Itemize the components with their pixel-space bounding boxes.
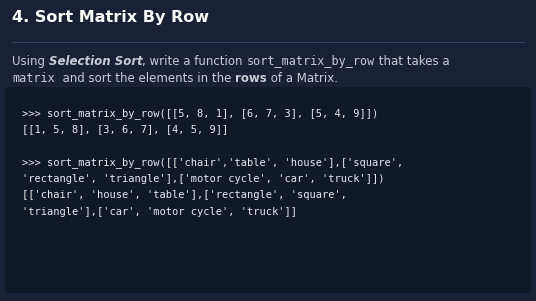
FancyBboxPatch shape xyxy=(5,87,531,293)
Text: that takes a: that takes a xyxy=(375,55,450,68)
Text: rows: rows xyxy=(235,72,266,85)
Text: >>> sort_matrix_by_row([['chair','table', 'house'],['square',: >>> sort_matrix_by_row([['chair','table'… xyxy=(22,157,403,168)
Text: 'rectangle', 'triangle'],['motor cycle', 'car', 'truck']]): 'rectangle', 'triangle'],['motor cycle',… xyxy=(22,174,384,184)
Text: >>> sort_matrix_by_row([[5, 8, 1], [6, 7, 3], [5, 4, 9]]): >>> sort_matrix_by_row([[5, 8, 1], [6, 7… xyxy=(22,108,378,119)
Text: matrix: matrix xyxy=(12,72,55,85)
Text: and sort the elements in the: and sort the elements in the xyxy=(55,72,235,85)
Text: , write a function: , write a function xyxy=(143,55,247,68)
Text: of a Matrix.: of a Matrix. xyxy=(266,72,338,85)
Text: 'triangle'],['car', 'motor cycle', 'truck']]: 'triangle'],['car', 'motor cycle', 'truc… xyxy=(22,207,297,217)
Text: Using: Using xyxy=(12,55,49,68)
Text: Selection Sort: Selection Sort xyxy=(49,55,143,68)
Text: [['chair', 'house', 'table'],['rectangle', 'square',: [['chair', 'house', 'table'],['rectangle… xyxy=(22,191,347,200)
Text: sort_matrix_by_row: sort_matrix_by_row xyxy=(247,55,375,68)
Text: [[1, 5, 8], [3, 6, 7], [4, 5, 9]]: [[1, 5, 8], [3, 6, 7], [4, 5, 9]] xyxy=(22,125,228,135)
Text: 4. Sort Matrix By Row: 4. Sort Matrix By Row xyxy=(12,10,209,25)
